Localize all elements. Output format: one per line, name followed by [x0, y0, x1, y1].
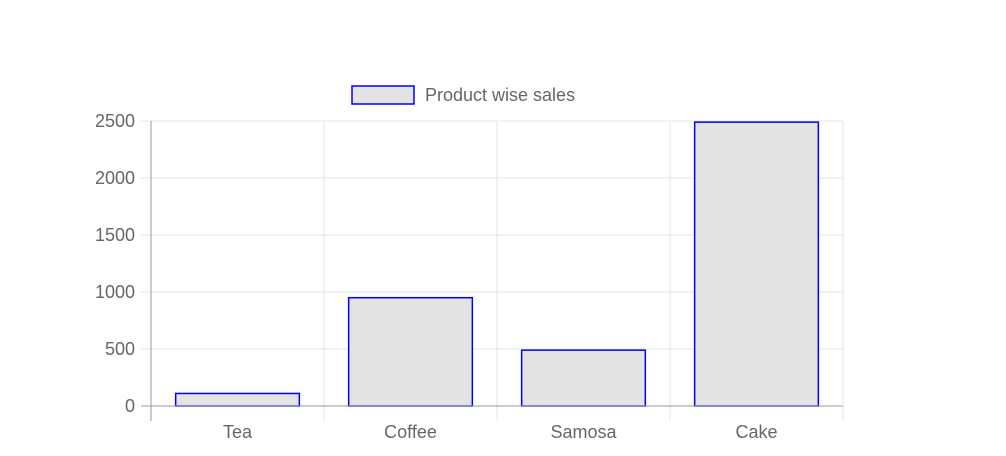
grid — [141, 120, 844, 421]
bar-tea[interactable] — [174, 392, 301, 407]
y-tick-label: 0 — [125, 396, 135, 416]
bars — [174, 121, 820, 407]
x-axis-ticks: Tea Coffee Samosa Cake — [223, 422, 778, 442]
y-tick-label: 1500 — [95, 225, 135, 245]
axes — [150, 121, 843, 407]
bar-coffee[interactable] — [347, 296, 474, 407]
legend-label[interactable]: Product wise sales — [425, 85, 575, 105]
x-tick-label: Tea — [223, 422, 253, 442]
legend-swatch[interactable] — [351, 85, 415, 105]
bar-samosa[interactable] — [520, 349, 647, 407]
y-tick-label: 500 — [105, 339, 135, 359]
x-tick-label: Samosa — [550, 422, 617, 442]
bar-cake[interactable] — [693, 121, 820, 407]
y-tick-label: 2000 — [95, 168, 135, 188]
x-tick-label: Cake — [735, 422, 777, 442]
y-tick-label: 2500 — [95, 111, 135, 131]
x-tick-label: Coffee — [384, 422, 437, 442]
legend[interactable]: Product wise sales — [351, 85, 575, 105]
y-tick-label: 1000 — [95, 282, 135, 302]
y-axis-ticks: 0 500 1000 1500 2000 2500 — [95, 111, 135, 416]
